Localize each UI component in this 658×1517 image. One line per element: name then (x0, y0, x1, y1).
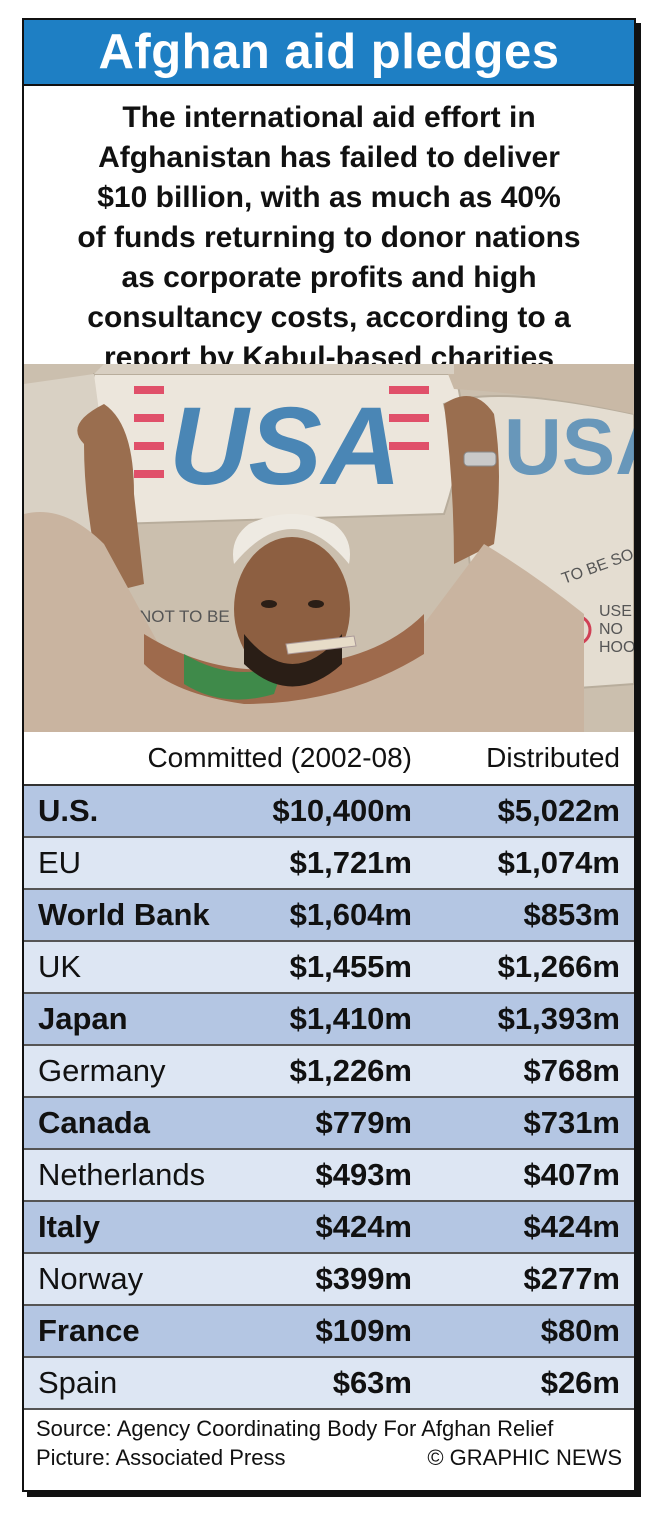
table-row: EU $1,721m $1,074m (24, 838, 634, 890)
subtitle-line: as corporate profits and high (121, 261, 537, 294)
page-title: Afghan aid pledges (24, 20, 634, 86)
cell-committed: $63m (332, 1365, 412, 1400)
cell-distributed: $26m (540, 1365, 620, 1400)
sack-usa-text: USA (169, 385, 401, 508)
picture-credit: Picture: Associated Press (36, 1445, 286, 1470)
cell-distributed: $1,074m (497, 845, 620, 880)
cell-country: Norway (38, 1261, 144, 1296)
cell-committed: $399m (315, 1261, 412, 1296)
cell-distributed: $277m (523, 1261, 620, 1296)
cell-committed: $1,721m (289, 845, 412, 880)
table-row: Netherlands $493m $407m (24, 1150, 634, 1202)
cell-country: Spain (38, 1365, 118, 1400)
cell-distributed: $407m (523, 1157, 620, 1192)
cell-distributed: $80m (540, 1313, 620, 1348)
cell-country: France (38, 1313, 140, 1348)
aid-table: U.S. $10,400m $5,022m EU $1,721m $1,074m… (24, 786, 634, 1410)
subtitle-line: consultancy costs, according to a (87, 301, 571, 334)
source-credit: Source: Agency Coordinating Body For Afg… (36, 1416, 554, 1441)
table-row: Norway $399m $277m (24, 1254, 634, 1306)
subtitle: The international aid effort in Afghanis… (24, 86, 634, 374)
cell-country: Netherlands (38, 1157, 206, 1192)
column-header-committed: Committed (2002-08) (147, 742, 412, 773)
table-row: U.S. $10,400m $5,022m (24, 786, 634, 838)
sack-text-not-to-be-sold: NOT TO BE SO (139, 607, 259, 626)
cell-country: Germany (38, 1053, 166, 1088)
subtitle-line: Afghanistan has failed to deliver (98, 141, 560, 174)
table-row: Germany $1,226m $768m (24, 1046, 634, 1098)
cell-committed: $424m (315, 1209, 412, 1244)
cell-distributed: $853m (523, 897, 620, 932)
subtitle-line: The international aid effort in (122, 101, 536, 134)
sack-text-use: USE (599, 603, 632, 620)
table-row: Spain $63m $26m (24, 1358, 634, 1410)
cell-country: World Bank (38, 897, 210, 932)
cell-country: Japan (38, 1001, 128, 1036)
cell-committed: $1,226m (289, 1053, 412, 1088)
cell-distributed: $5,022m (497, 793, 620, 828)
sack-usa-text-side: USA (504, 402, 634, 491)
table-row: France $109m $80m (24, 1306, 634, 1358)
cell-country: EU (38, 845, 82, 880)
cell-committed: $1,604m (289, 897, 412, 932)
sack-text-no: NO (599, 621, 623, 638)
cell-committed: $1,410m (289, 1001, 412, 1036)
cell-country: UK (38, 949, 82, 984)
copyright-credit: © GRAPHIC NEWS (427, 1445, 622, 1470)
cell-country: Canada (38, 1105, 150, 1140)
table-row: Canada $779m $731m (24, 1098, 634, 1150)
subtitle-line: of funds returning to donor nations (77, 221, 581, 254)
table-header: Committed (2002-08) Distributed (24, 732, 634, 786)
subtitle-line: $10 billion, with as much as 40% (97, 181, 561, 214)
cell-country: Italy (38, 1209, 101, 1244)
cell-committed: $10,400m (272, 793, 412, 828)
table-row: UK $1,455m $1,266m (24, 942, 634, 994)
cell-committed: $779m (315, 1105, 412, 1140)
footer: Source: Agency Coordinating Body For Afg… (24, 1410, 634, 1472)
cell-distributed: $1,393m (497, 1001, 620, 1036)
table-row: Japan $1,410m $1,393m (24, 994, 634, 1046)
cell-country: U.S. (38, 793, 99, 828)
cell-committed: $1,455m (289, 949, 412, 984)
infographic-card: Afghan aid pledges The international aid… (22, 18, 636, 1492)
cell-distributed: $1,266m (497, 949, 620, 984)
cell-committed: $493m (315, 1157, 412, 1192)
cell-distributed: $768m (523, 1053, 620, 1088)
sack-text-hook: HOO (599, 639, 634, 656)
table-row: Italy $424m $424m (24, 1202, 634, 1254)
column-header-distributed: Distributed (486, 742, 620, 773)
photo-illustration: USA USA NOT TO BE SO TO BE SO USE NO HOO (24, 364, 634, 732)
photo-aid-worker: USA USA NOT TO BE SO TO BE SO USE NO HOO (24, 364, 634, 732)
cell-committed: $109m (315, 1313, 412, 1348)
cell-distributed: $731m (523, 1105, 620, 1140)
table-row: World Bank $1,604m $853m (24, 890, 634, 942)
cell-distributed: $424m (523, 1209, 620, 1244)
